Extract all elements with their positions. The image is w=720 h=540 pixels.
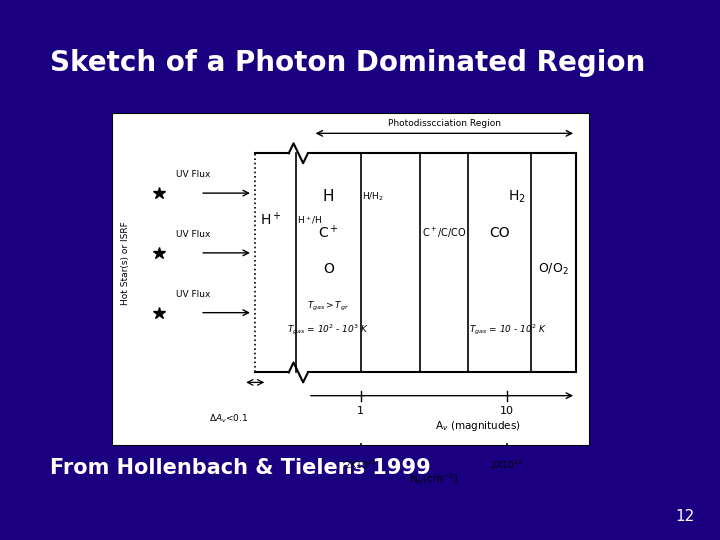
Text: Photodisscciation Region: Photodisscciation Region: [388, 119, 501, 129]
Text: UV Flux: UV Flux: [176, 170, 211, 179]
Text: H$_2$: H$_2$: [508, 188, 526, 205]
Text: H$^+$: H$^+$: [260, 211, 282, 228]
Text: H$^+$/H: H$^+$/H: [297, 214, 323, 226]
Text: CO: CO: [489, 226, 510, 240]
Text: Hot Star(s) or ISRF: Hot Star(s) or ISRF: [122, 221, 130, 305]
Text: 10: 10: [500, 406, 513, 416]
Text: $\Delta A_v$<0.1: $\Delta A_v$<0.1: [210, 413, 248, 425]
Text: 12: 12: [675, 509, 695, 524]
Text: 2X10$^{22}$: 2X10$^{22}$: [490, 459, 523, 471]
Text: From Hollenbach & Tielens 1999: From Hollenbach & Tielens 1999: [50, 458, 431, 478]
Text: O/O$_2$: O/O$_2$: [538, 262, 569, 277]
Text: C$^+$/C/CO: C$^+$/C/CO: [422, 226, 467, 240]
Text: N$_H$(cm$^{-2}$): N$_H$(cm$^{-2}$): [409, 472, 459, 488]
Text: Sketch of a Photon Dominated Region: Sketch of a Photon Dominated Region: [50, 49, 646, 77]
Text: UV Flux: UV Flux: [176, 290, 211, 299]
Text: $T_{gas}$ = 10$^2$ - 10$^3$ K: $T_{gas}$ = 10$^2$ - 10$^3$ K: [287, 322, 369, 336]
Text: A$_v$ (magnitudes): A$_v$ (magnitudes): [435, 419, 521, 433]
Text: C$^+$: C$^+$: [318, 224, 338, 241]
Text: H: H: [323, 189, 334, 204]
Text: H/H$_2$: H/H$_2$: [362, 190, 384, 202]
Text: $T_{gas}$ = 10 - 10$^2$ K: $T_{gas}$ = 10 - 10$^2$ K: [469, 322, 546, 336]
Text: $T_{gas}>T_{gr}$: $T_{gas}>T_{gr}$: [307, 300, 349, 313]
Text: 2X10$^{21}$: 2X10$^{21}$: [344, 459, 377, 471]
Text: 1: 1: [357, 406, 364, 416]
Text: UV Flux: UV Flux: [176, 230, 211, 239]
Text: O: O: [323, 262, 333, 276]
